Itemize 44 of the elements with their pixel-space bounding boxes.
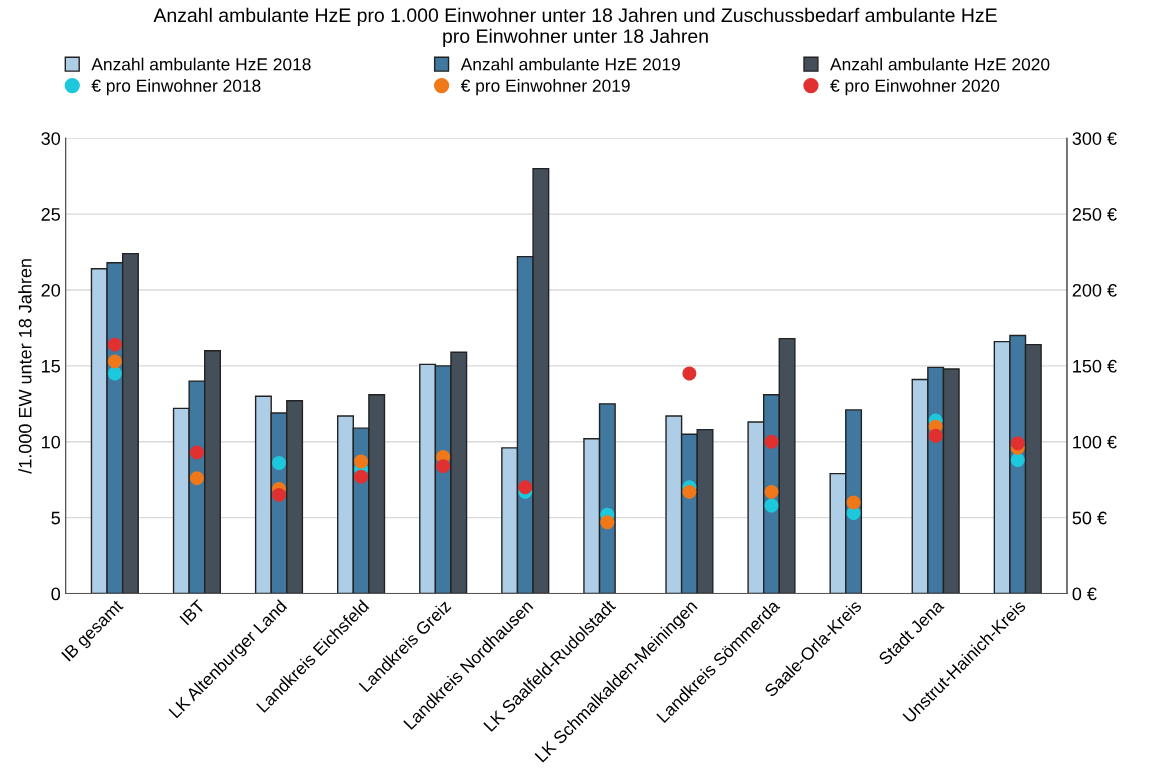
point — [764, 484, 779, 499]
y-tick-label: 5 — [51, 511, 60, 525]
y2-tick-label: 100 € — [1073, 435, 1117, 449]
legend-label: € pro Einwohner 2018 — [91, 79, 261, 96]
point — [189, 445, 204, 460]
point — [436, 459, 451, 474]
point — [272, 487, 286, 502]
y-tick-label: 20 — [41, 283, 61, 297]
legend-label: € pro Einwohner 2019 — [460, 79, 630, 96]
y2-tick-label: 50 € — [1072, 511, 1107, 525]
legend-label: Anzahl ambulante HzE 2019 — [460, 57, 680, 71]
y-axis-title: /1.000 EW unter 18 Jahren — [18, 259, 32, 474]
y2-tick-label: 0 € — [1072, 587, 1097, 601]
point — [518, 480, 533, 495]
chart-title: Anzahl ambulante HzE pro 1.000 Einwohner unter 18 Jahren und Zuschussbedarf ambulante HzE pro Einwohner unter 18 Jahren — [153, 7, 997, 47]
y2-tick-label: 150 € — [1073, 359, 1117, 373]
legend-label: Anzahl ambulante HzE 2018 — [91, 57, 311, 71]
y2-tick-label: 200 € — [1072, 283, 1117, 297]
point — [682, 366, 697, 381]
point — [107, 337, 122, 352]
point — [189, 471, 204, 486]
point — [846, 495, 861, 510]
point — [764, 434, 779, 449]
point — [354, 469, 369, 484]
point — [354, 454, 369, 469]
legend-label: Anzahl ambulante HzE 2020 — [830, 57, 1050, 71]
y-tick-label: 30 — [41, 132, 61, 145]
y-tick-label: 0 — [51, 587, 61, 601]
point — [764, 498, 779, 513]
point — [1010, 453, 1025, 467]
y2-tick-label: 250 € — [1072, 208, 1117, 221]
y2-tick-label: 300 € — [1072, 132, 1117, 145]
point — [928, 428, 943, 443]
y-tick-label: 10 — [42, 435, 61, 449]
y-tick-label: 25 — [41, 208, 60, 221]
point — [272, 456, 286, 470]
point — [1010, 436, 1025, 451]
point — [600, 515, 615, 530]
point — [107, 366, 122, 381]
y-tick-label: 15 — [42, 360, 60, 373]
point — [107, 354, 122, 369]
point — [682, 484, 697, 499]
x-tick-label: IBT — [179, 599, 206, 626]
legend-label: € pro Einwohner 2020 — [830, 79, 1000, 96]
